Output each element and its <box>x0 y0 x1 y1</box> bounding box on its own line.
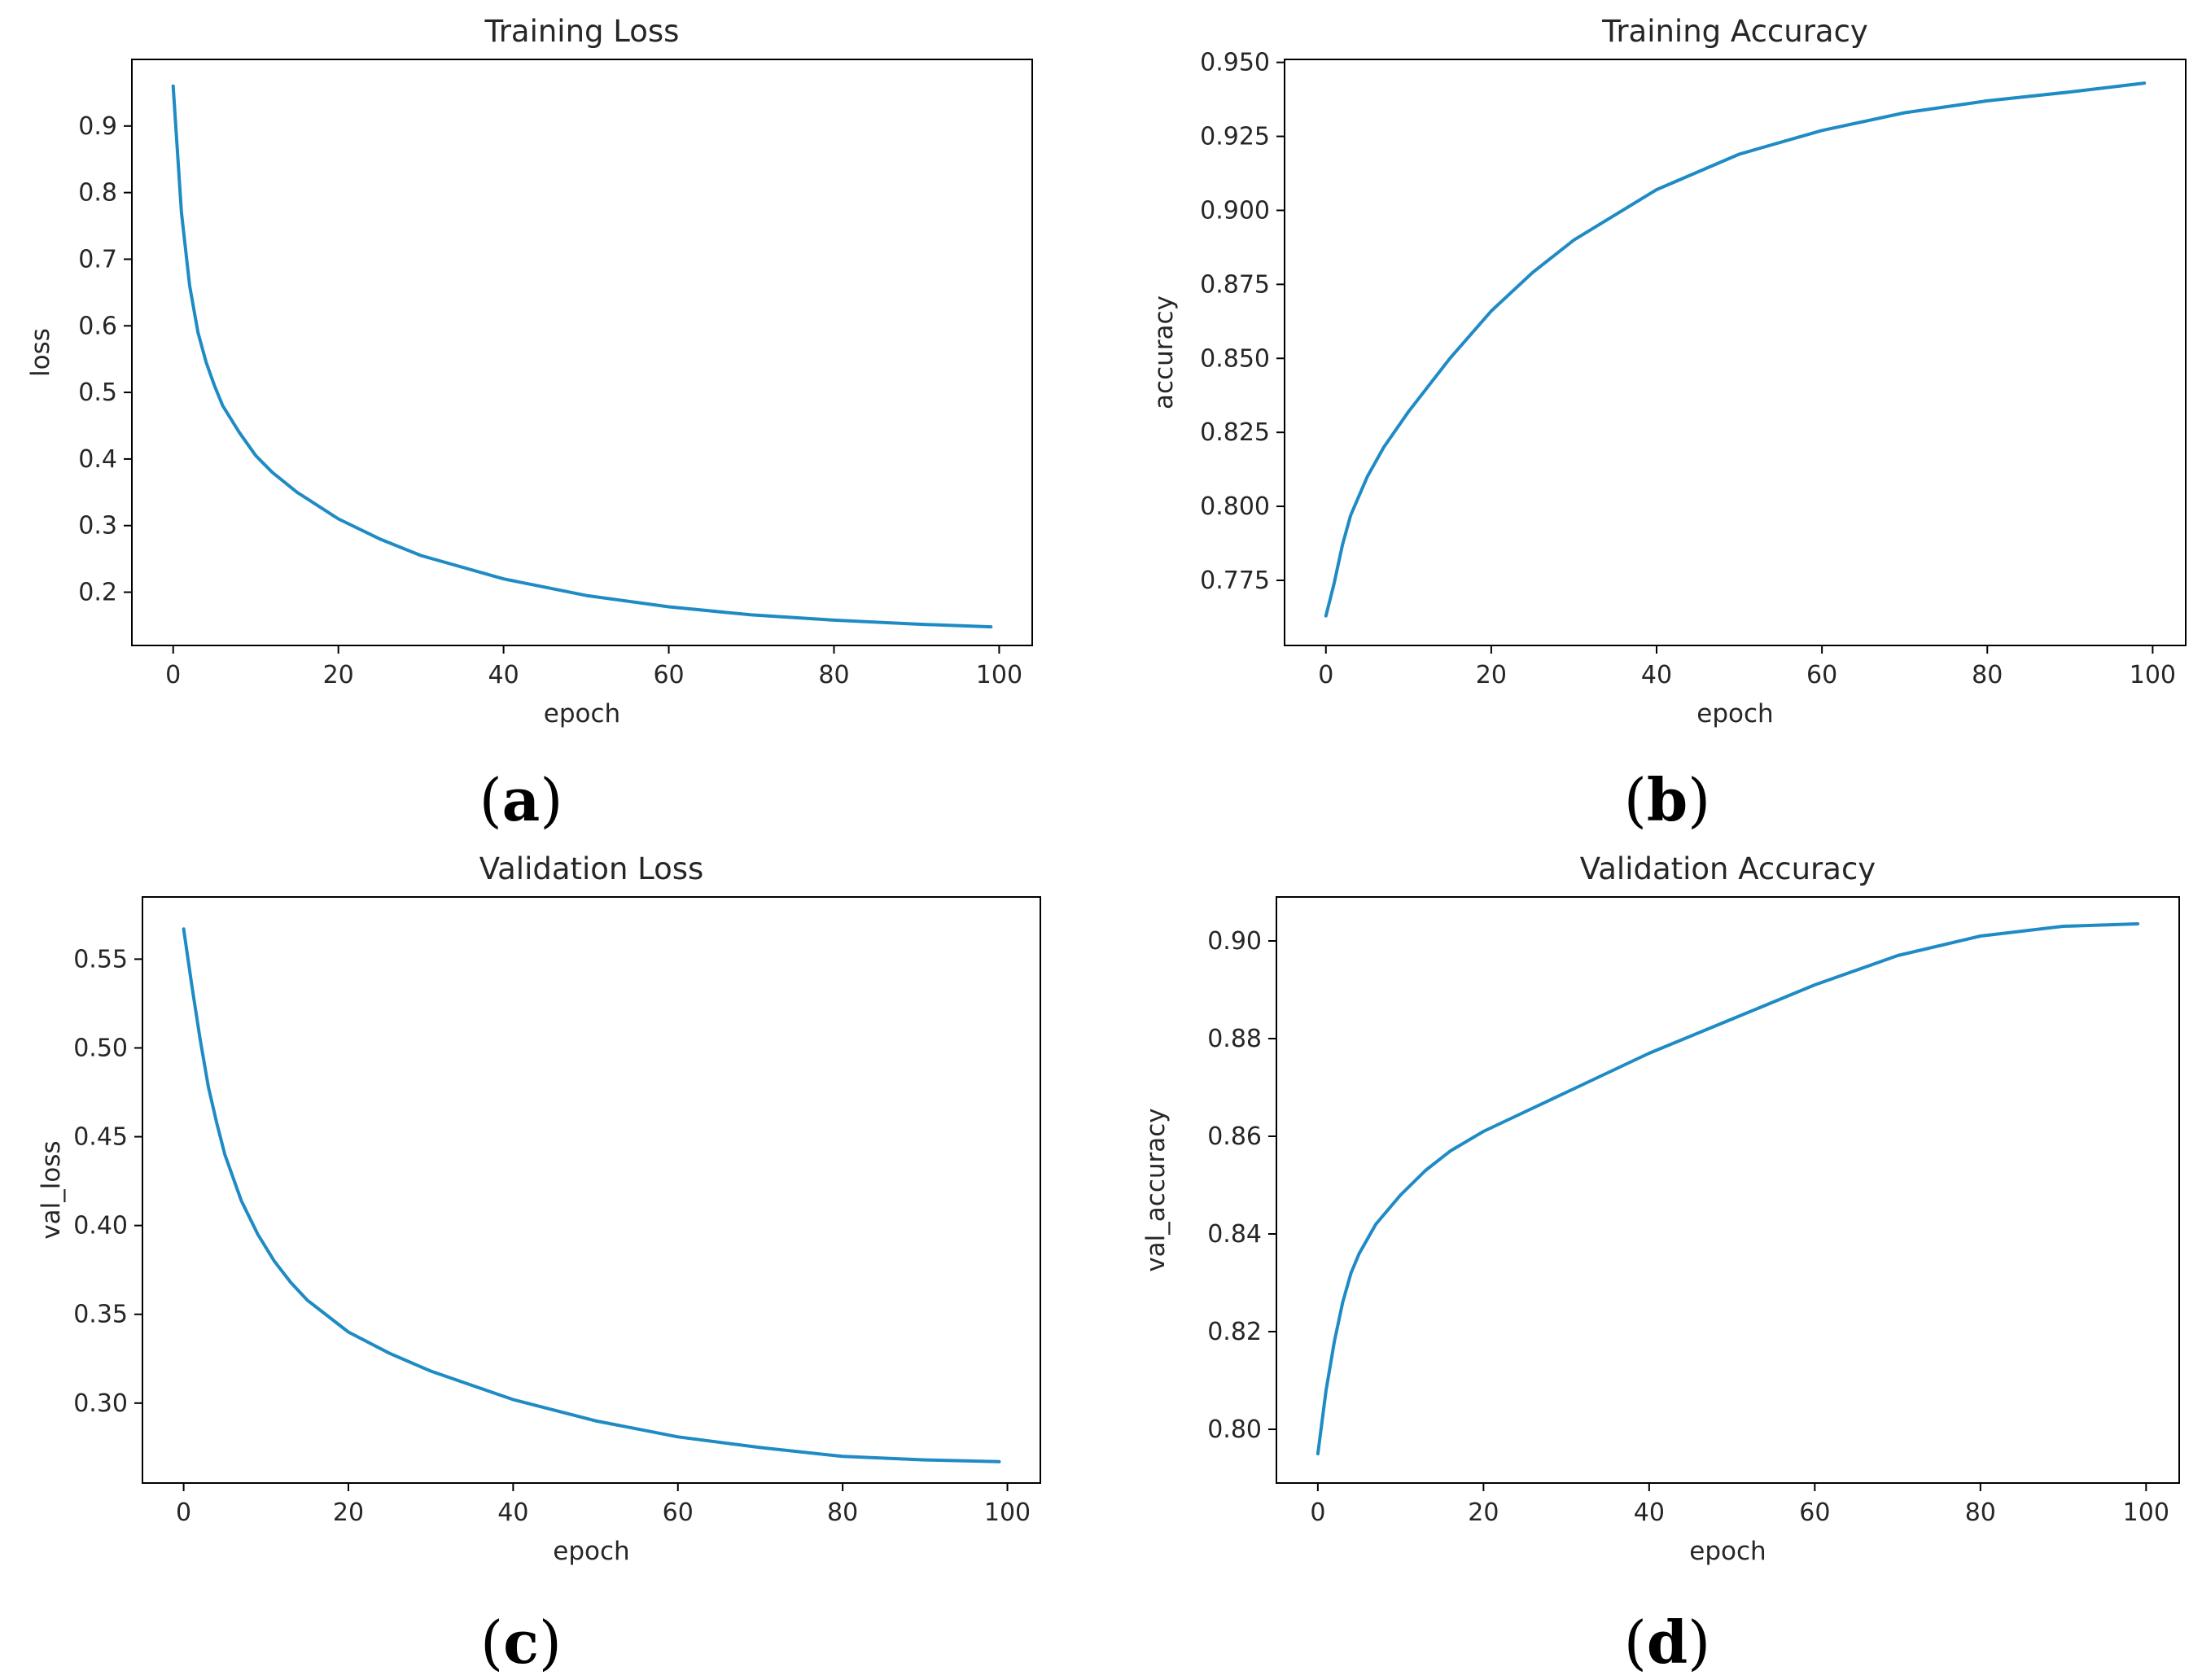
y-tick-label: 0.950 <box>1200 49 1270 77</box>
x-tick-label: 60 <box>1799 1498 1830 1527</box>
y-axis-label: val_accuracy <box>1141 1108 1171 1271</box>
panel-letter: c <box>503 1608 539 1677</box>
x-tick-label: 20 <box>1476 661 1507 689</box>
x-tick-label: 0 <box>1318 661 1333 689</box>
y-tick-label: 0.88 <box>1207 1025 1262 1053</box>
y-tick-label: 0.875 <box>1200 270 1270 299</box>
y-tick-label: 0.84 <box>1207 1220 1262 1249</box>
y-tick-label: 0.925 <box>1200 123 1270 151</box>
y-tick-label: 0.35 <box>73 1301 128 1329</box>
y-tick-label: 0.9 <box>78 112 117 141</box>
y-tick-label: 0.8 <box>78 179 117 208</box>
y-tick-label: 0.2 <box>78 579 117 607</box>
y-tick-label: 0.82 <box>1207 1318 1262 1346</box>
x-tick-label: 0 <box>165 661 181 689</box>
y-axis-label: accuracy <box>1149 295 1179 409</box>
y-tick-label: 0.800 <box>1200 492 1270 521</box>
x-axis-label: epoch <box>1689 1537 1766 1566</box>
y-tick-label: 0.3 <box>78 512 117 540</box>
y-tick-label: 0.900 <box>1200 196 1270 225</box>
y-tick-label: 0.40 <box>73 1212 128 1240</box>
y-tick-label: 0.850 <box>1200 344 1270 373</box>
x-tick-label: 60 <box>663 1498 694 1527</box>
x-tick-label: 40 <box>1641 661 1672 689</box>
x-tick-label: 80 <box>827 1498 858 1527</box>
chart-panel-c: 0 20 40 60 80 100 0.30 0.35 0.40 0.45 0.50 0.55 Vali… <box>37 851 1041 1677</box>
x-tick-label: 80 <box>818 661 849 689</box>
y-tick-label: 0.5 <box>78 378 117 407</box>
y-tick-label: 0.30 <box>73 1389 128 1418</box>
y-tick-label: 0.80 <box>1207 1415 1262 1444</box>
x-tick-label: 40 <box>488 661 519 689</box>
panel-letter: b <box>1647 765 1688 834</box>
x-tick-label: 100 <box>976 661 1022 689</box>
panel-label: (a) <box>479 765 563 834</box>
panel-label: (d) <box>1624 1608 1711 1677</box>
x-axis-label: epoch <box>1696 699 1773 728</box>
x-tick-label: 20 <box>333 1498 364 1527</box>
x-axis-label: epoch <box>544 699 620 728</box>
x-tick-label: 40 <box>1634 1498 1665 1527</box>
chart-title: Training Loss <box>484 14 680 49</box>
x-tick-label: 0 <box>1310 1498 1325 1527</box>
x-tick-label: 100 <box>2123 1498 2169 1527</box>
series-line <box>1316 922 2140 1455</box>
chart-title: Validation Loss <box>479 851 704 886</box>
x-tick-label: 100 <box>2130 661 2176 689</box>
x-axis-label: epoch <box>553 1537 629 1566</box>
series-line <box>171 84 993 629</box>
y-tick-label: 0.6 <box>78 312 117 340</box>
x-tick-label: 100 <box>984 1498 1031 1527</box>
panel-letter: d <box>1647 1608 1688 1677</box>
x-tick-label: 20 <box>1468 1498 1499 1527</box>
panel-label: (c) <box>480 1608 562 1677</box>
x-tick-label: 0 <box>176 1498 191 1527</box>
chart-title: Validation Accuracy <box>1580 851 1876 886</box>
y-tick-label: 0.50 <box>73 1034 128 1062</box>
x-tick-label: 60 <box>653 661 684 689</box>
x-tick-label: 80 <box>1972 661 2003 689</box>
y-tick-label: 0.4 <box>78 445 117 474</box>
x-tick-label: 20 <box>323 661 354 689</box>
y-tick-label: 0.7 <box>78 245 117 273</box>
chart-title: Training Accuracy <box>1601 14 1868 49</box>
plot-frame <box>1276 896 2180 1484</box>
series-line <box>182 927 1001 1463</box>
plot-frame <box>142 896 1041 1484</box>
panel-letter: a <box>502 765 541 834</box>
y-tick-label: 0.86 <box>1207 1122 1262 1151</box>
plot-frame <box>1284 59 2187 646</box>
chart-panel-b: 0 20 40 60 80 100 0.775 0.800 0.825 0.850 0.875 0.9… <box>1149 14 2187 834</box>
x-tick-label: 80 <box>1965 1498 1996 1527</box>
y-tick-label: 0.825 <box>1200 418 1270 447</box>
x-tick-label: 40 <box>497 1498 528 1527</box>
y-tick-label: 0.775 <box>1200 567 1270 595</box>
plot-frame <box>131 59 1033 646</box>
chart-panel-d: 0 20 40 60 80 100 0.80 0.82 0.84 0.86 0.88 0.90 Vali… <box>1141 851 2180 1677</box>
y-tick-label: 0.45 <box>73 1123 128 1152</box>
y-axis-label: loss <box>26 328 55 377</box>
y-tick-label: 0.90 <box>1207 927 1262 956</box>
panel-label: (b) <box>1624 765 1711 834</box>
x-tick-label: 60 <box>1806 661 1837 689</box>
y-axis-label: val_loss <box>37 1140 66 1239</box>
y-tick-label: 0.55 <box>73 945 128 973</box>
chart-panel-a: 0 20 40 60 80 100 0.2 0.3 0.4 0.5 0.6 0.7 0.8 0.9 Trai… <box>26 14 1033 834</box>
series-line <box>1324 81 2147 618</box>
